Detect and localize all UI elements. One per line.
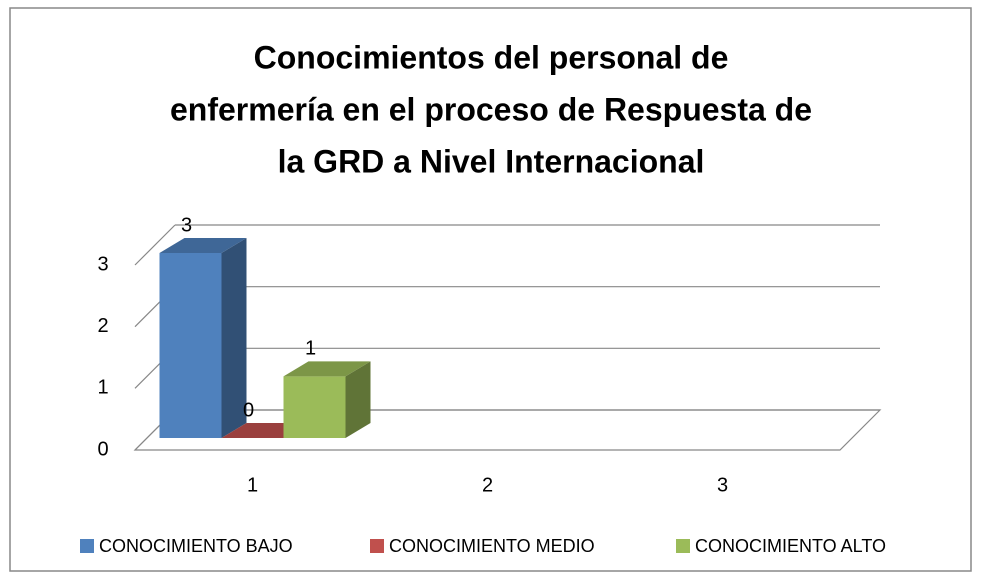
grid-line <box>134 224 176 266</box>
bar-top <box>283 361 371 377</box>
bar-side <box>345 361 371 438</box>
legend-label: CONOCIMIENTO ALTO <box>695 536 886 556</box>
x-tick-label: 2 <box>482 474 493 496</box>
legend-label: CONOCIMIENTO BAJO <box>99 536 293 556</box>
bar-side <box>221 238 247 438</box>
data-label: 1 <box>305 338 316 360</box>
chart-title: Conocimientos del personal de <box>254 39 729 75</box>
chart-title: la GRD a Nivel Internacional <box>278 143 705 179</box>
x-tick-label: 3 <box>717 474 728 496</box>
y-tick-label: 2 <box>97 315 108 337</box>
data-label: 3 <box>181 214 192 236</box>
bar <box>159 253 222 438</box>
legend-swatch <box>80 539 94 553</box>
bar <box>283 376 346 438</box>
legend-label: CONOCIMIENTO MEDIO <box>389 536 595 556</box>
chart-title: enfermería en el proceso de Respuesta de <box>170 91 812 127</box>
legend-swatch <box>676 539 690 553</box>
data-label: 0 <box>243 399 254 421</box>
bar-top <box>159 238 247 253</box>
legend-swatch <box>370 539 384 553</box>
y-tick-label: 1 <box>97 377 108 399</box>
x-tick-label: 1 <box>247 474 258 496</box>
y-tick-label: 0 <box>97 438 108 460</box>
y-tick-label: 3 <box>97 253 108 275</box>
